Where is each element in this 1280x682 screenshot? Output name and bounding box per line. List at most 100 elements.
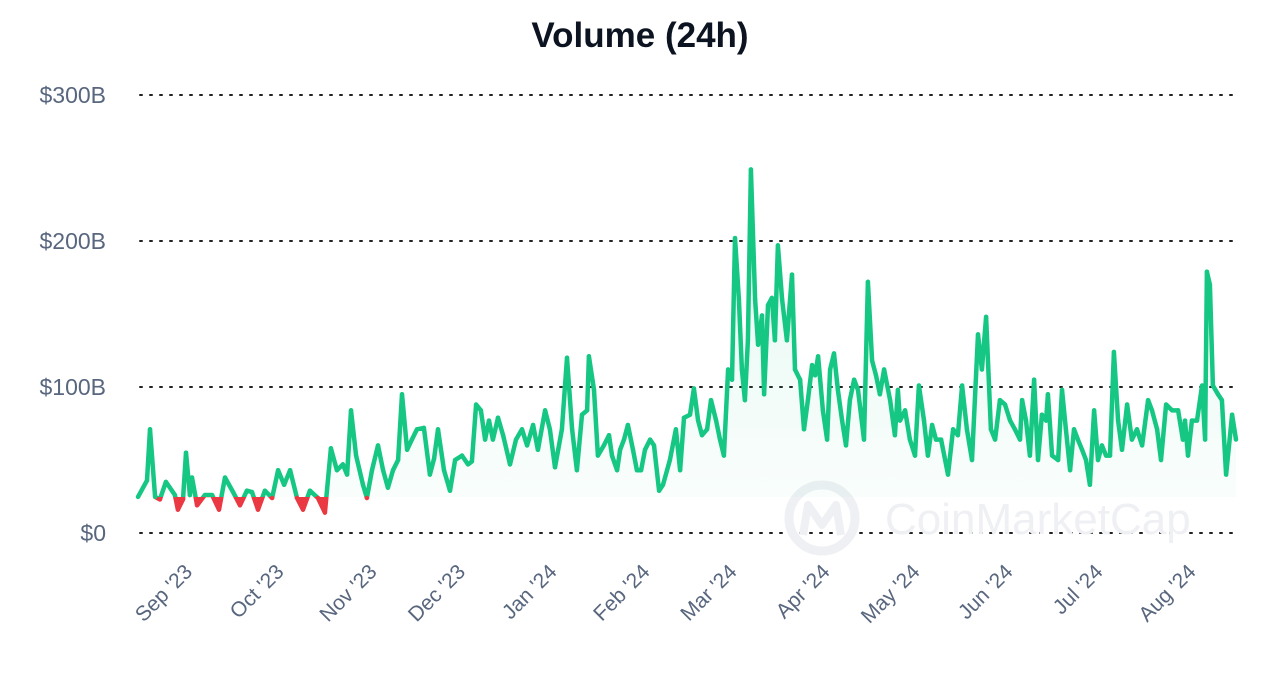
data-point xyxy=(1182,418,1188,423)
data-point xyxy=(975,332,981,337)
data-point xyxy=(691,386,697,391)
data-point xyxy=(441,468,447,473)
data-point xyxy=(328,446,334,451)
data-point xyxy=(895,387,901,393)
data-point xyxy=(375,443,381,448)
data-point xyxy=(189,475,195,480)
data-point xyxy=(1215,392,1221,397)
data-point xyxy=(801,427,807,432)
data-point xyxy=(789,272,795,277)
data-point xyxy=(769,295,775,301)
gridlines xyxy=(139,94,1241,534)
data-point xyxy=(695,418,701,423)
chart-title: Volume (24h) xyxy=(531,16,748,55)
data-point xyxy=(1103,453,1109,458)
data-point xyxy=(353,453,359,458)
data-point xyxy=(725,367,731,372)
x-tick-label: Feb '24 xyxy=(589,560,655,626)
data-point xyxy=(364,495,370,501)
data-point xyxy=(929,422,935,428)
data-point xyxy=(530,422,536,428)
data-point xyxy=(1099,443,1105,448)
data-point xyxy=(831,351,837,356)
data-point xyxy=(1043,418,1049,423)
data-point xyxy=(809,362,815,368)
data-point xyxy=(427,472,433,477)
data-point xyxy=(287,468,293,473)
data-point xyxy=(1145,397,1151,403)
data-point xyxy=(586,354,592,359)
data-point xyxy=(805,397,811,403)
data-point xyxy=(269,495,275,501)
data-point xyxy=(606,432,612,438)
data-point xyxy=(1180,437,1186,442)
data-point xyxy=(634,468,640,473)
data-point xyxy=(1017,437,1023,442)
data-point xyxy=(742,397,748,403)
data-point xyxy=(721,453,727,458)
data-point xyxy=(380,468,386,473)
data-point xyxy=(969,457,975,463)
data-point xyxy=(933,437,939,442)
data-point xyxy=(524,443,530,448)
data-point xyxy=(865,279,871,285)
data-point xyxy=(490,437,496,442)
data-point xyxy=(869,358,875,363)
data-point xyxy=(1158,457,1164,463)
data-point xyxy=(779,297,785,302)
x-tick-label: May '24 xyxy=(857,560,925,628)
data-point xyxy=(699,432,705,438)
y-tick-label: $300B xyxy=(39,82,106,108)
data-point xyxy=(1045,392,1051,397)
data-point xyxy=(887,397,893,403)
data-point xyxy=(1233,437,1239,442)
data-point xyxy=(997,397,1003,403)
data-point xyxy=(1194,418,1200,423)
data-point xyxy=(827,367,833,372)
data-point xyxy=(877,392,883,397)
data-point xyxy=(486,418,492,423)
data-point xyxy=(739,367,745,372)
data-point xyxy=(717,437,723,442)
watermark-text: CoinMarketCap xyxy=(885,495,1191,544)
data-point xyxy=(369,468,375,473)
data-point xyxy=(135,494,141,500)
data-point xyxy=(732,235,738,241)
data-point xyxy=(281,482,287,488)
data-point xyxy=(447,488,453,493)
data-point xyxy=(614,468,620,473)
data-point xyxy=(784,338,790,343)
data-point xyxy=(300,507,306,512)
data-point xyxy=(409,437,415,442)
data-point xyxy=(209,492,215,498)
data-point xyxy=(992,437,998,442)
y-tick-label: $0 xyxy=(80,520,106,546)
data-point xyxy=(230,489,236,495)
data-point xyxy=(1091,408,1097,413)
data-point xyxy=(938,437,944,442)
data-point xyxy=(216,507,222,512)
data-point xyxy=(677,468,683,473)
x-axis: Sep '23 Oct '23 Nov '23 Dec '23 Jan '24 Feb '… xyxy=(131,560,1201,628)
data-point xyxy=(180,497,186,502)
data-point xyxy=(459,453,465,458)
data-point xyxy=(495,415,501,420)
data-point xyxy=(1111,349,1117,355)
data-point xyxy=(1095,457,1101,463)
data-point xyxy=(945,472,951,477)
data-point xyxy=(360,482,366,488)
data-point xyxy=(1087,482,1093,488)
data-point xyxy=(921,418,927,423)
x-tick-label: Jan '24 xyxy=(498,560,562,624)
data-point xyxy=(1175,408,1181,413)
data-point xyxy=(617,447,623,452)
data-point xyxy=(1063,427,1069,432)
data-point xyxy=(761,392,767,397)
data-point xyxy=(1059,387,1065,393)
data-point xyxy=(595,453,601,458)
data-point xyxy=(1139,443,1145,448)
data-point xyxy=(294,495,300,501)
data-point xyxy=(638,468,644,473)
data-point xyxy=(687,412,693,417)
data-point xyxy=(775,243,781,248)
